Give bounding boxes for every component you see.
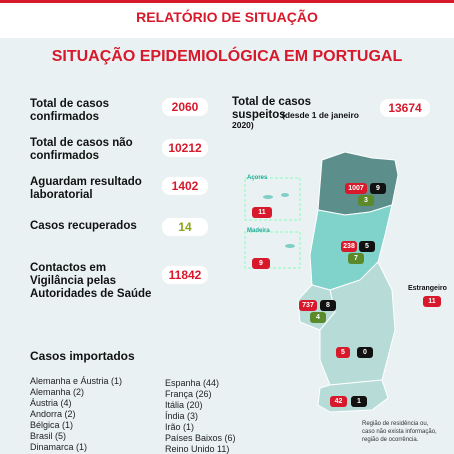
map-badge: 737: [299, 300, 317, 311]
stat-value: 11842: [162, 266, 208, 284]
island-name: Madeira: [247, 228, 270, 234]
imported-item: França (26): [165, 389, 212, 399]
imported-item: Alemanha e Áustria (1): [30, 376, 123, 386]
imported-item: Áustria (4): [30, 398, 72, 408]
stat-label: Total de casos confirmados: [30, 98, 110, 123]
island: [281, 193, 289, 197]
map-badge: 9: [370, 183, 386, 194]
header-bar: [0, 0, 454, 38]
imported-item: Itália (20): [165, 400, 203, 410]
map-badge: 0: [357, 347, 373, 358]
imported-item: Espanha (44): [165, 378, 220, 388]
map-badge: 1: [351, 396, 367, 407]
map-badge: 42: [330, 396, 347, 407]
map-badge: 5: [359, 241, 375, 252]
map-badge: 8: [320, 300, 336, 311]
stat-label: Aguardam resultado laboratorial: [30, 176, 142, 201]
map-badge: 11: [252, 207, 272, 218]
suspects-label: Total de casos suspeitos: [232, 96, 312, 121]
stat-label: Casos recuperados: [30, 220, 137, 232]
map-badge: 1007: [345, 183, 367, 194]
title: RELATÓRIO DE SITUAÇÃO: [136, 9, 318, 25]
inset-frame: [244, 177, 301, 221]
inset-frame: [244, 231, 301, 269]
imported-title: Casos importados: [30, 349, 135, 363]
stat-value: 10212: [162, 139, 208, 157]
map-badge: 4: [310, 312, 326, 323]
abroad-name: Estrangeiro: [408, 285, 447, 292]
suspects-note: (desde 1 de janeiro 2020): [232, 110, 359, 130]
suspects-value: 13674: [380, 99, 430, 117]
map-badge: 238: [341, 241, 357, 252]
subtitle: SITUAÇÃO EPIDEMIOLÓGICA EM PORTUGAL: [51, 48, 403, 65]
stat-value: 2060: [162, 98, 208, 116]
imported-item: Índia (3): [165, 411, 199, 421]
island-name: Açores: [247, 175, 268, 181]
imported-item: Dinamarca (1): [30, 442, 88, 452]
map-badge: 5: [336, 347, 350, 358]
imported-item: Bélgica (1): [30, 420, 74, 430]
imported-item: Reino Unido 11): [165, 444, 230, 454]
imported-item: Irão (1): [165, 422, 195, 432]
map-note: Região de residência ou, caso não exista…: [362, 421, 437, 443]
island: [263, 195, 273, 199]
map-badge: 9: [252, 258, 270, 269]
imported-item: Andorra (2): [30, 409, 76, 419]
stat-value: 14: [162, 218, 208, 236]
imported-item: Alemanha (2): [30, 387, 85, 397]
imported-item: Países Baixos (6): [165, 433, 236, 443]
stat-label: Contactos em Vigilância pelas Autoridade…: [30, 262, 152, 300]
stat-value: 1402: [162, 177, 208, 195]
imported-item: Brasil (5): [30, 431, 67, 441]
island: [285, 244, 295, 248]
map-badge: 3: [358, 195, 374, 206]
map-badge: 7: [348, 253, 364, 264]
stat-label: Total de casos não confirmados: [30, 137, 133, 162]
map-badge: 11: [423, 296, 441, 307]
